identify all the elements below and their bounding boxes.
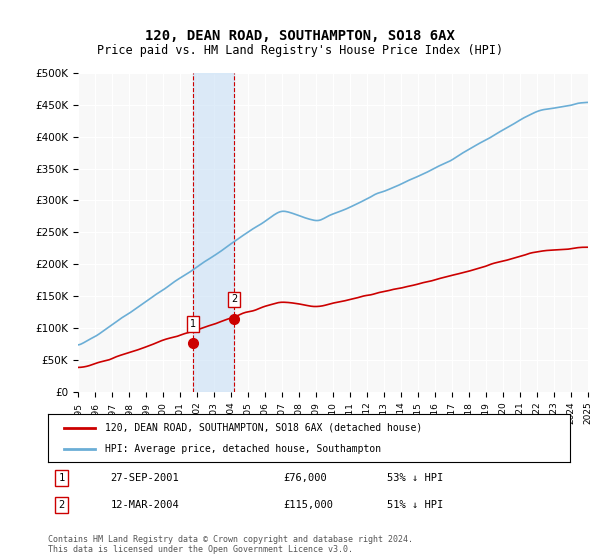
Text: Contains HM Land Registry data © Crown copyright and database right 2024.
This d: Contains HM Land Registry data © Crown c… [48,535,413,554]
Text: 2: 2 [58,500,65,510]
Text: £115,000: £115,000 [283,500,333,510]
Text: 12-MAR-2004: 12-MAR-2004 [110,500,179,510]
Text: 27-SEP-2001: 27-SEP-2001 [110,473,179,483]
Bar [193,73,235,392]
Text: 2: 2 [231,295,238,305]
Text: 1: 1 [190,319,196,329]
Text: 53% ↓ HPI: 53% ↓ HPI [388,473,443,483]
Text: £76,000: £76,000 [283,473,326,483]
Text: 1: 1 [58,473,65,483]
Text: Price paid vs. HM Land Registry's House Price Index (HPI): Price paid vs. HM Land Registry's House … [97,44,503,57]
Text: 120, DEAN ROAD, SOUTHAMPTON, SO18 6AX: 120, DEAN ROAD, SOUTHAMPTON, SO18 6AX [145,29,455,44]
Text: 120, DEAN ROAD, SOUTHAMPTON, SO18 6AX (detached house): 120, DEAN ROAD, SOUTHAMPTON, SO18 6AX (d… [106,423,422,433]
Text: 51% ↓ HPI: 51% ↓ HPI [388,500,443,510]
Text: HPI: Average price, detached house, Southampton: HPI: Average price, detached house, Sout… [106,444,382,454]
